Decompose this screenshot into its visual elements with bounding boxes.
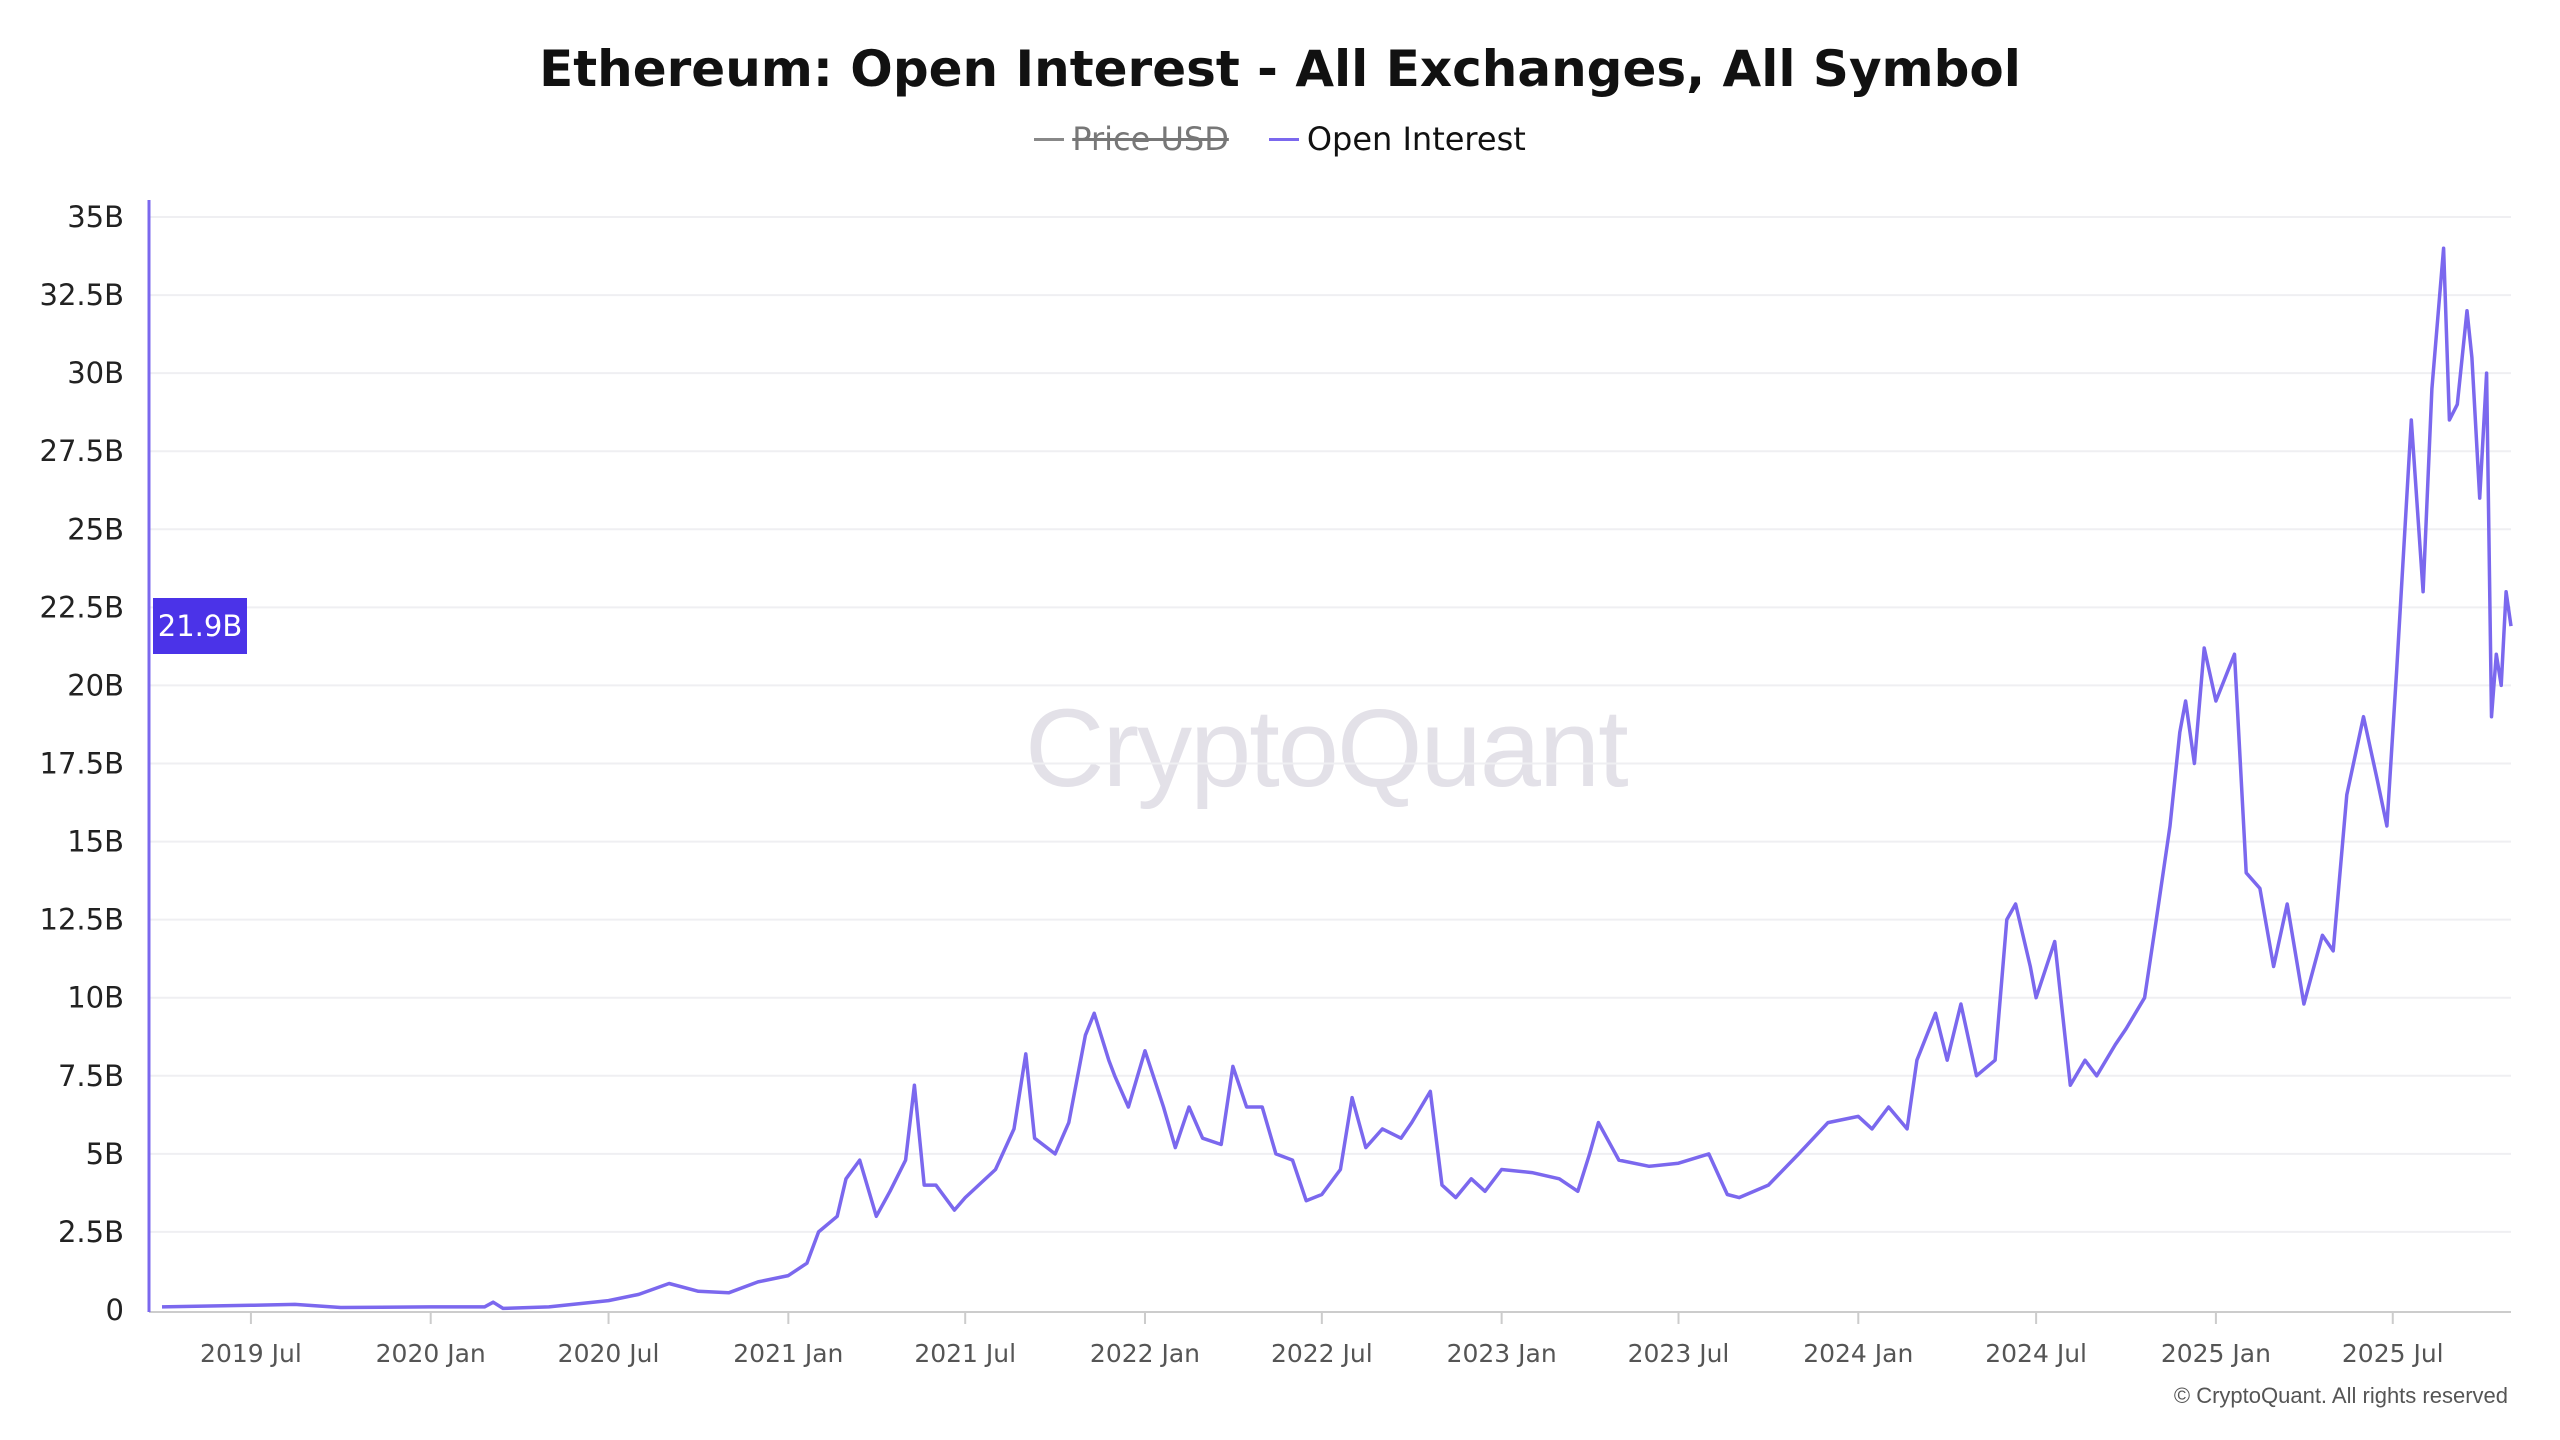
- y-tick-label: 35B: [67, 200, 124, 234]
- x-tick-label: 2021 Jan: [733, 1339, 843, 1368]
- x-tick-label: 2024 Jul: [1985, 1339, 2087, 1368]
- y-tick-label: 10B: [67, 981, 124, 1015]
- y-tick-label: 32.5B: [40, 278, 124, 312]
- y-tick-label: 2.5B: [58, 1215, 124, 1249]
- copyright-text: © CryptoQuant. All rights reserved: [2173, 1383, 2508, 1408]
- current-value-badge: 21.9B: [153, 598, 247, 655]
- legend-swatch-price: [1034, 137, 1065, 141]
- x-tick-label: 2025 Jan: [2161, 1339, 2271, 1368]
- watermark-logo: CryptoQuant: [1025, 687, 1629, 810]
- x-tick-label: 2019 Jul: [200, 1339, 302, 1368]
- y-tick-label: 25B: [67, 512, 124, 546]
- y-tick-label: 15B: [67, 825, 124, 859]
- legend-label-open-interest: Open Interest: [1306, 120, 1526, 158]
- y-tick-label: 30B: [67, 356, 124, 390]
- y-tick-label: 20B: [67, 668, 124, 702]
- series-line-open-interest: [161, 246, 2513, 1311]
- x-tick-label: 2020 Jul: [558, 1339, 660, 1368]
- x-tick-label: 2024 Jan: [1803, 1339, 1913, 1368]
- chart-title: Ethereum: Open Interest - All Exchanges,…: [539, 40, 2021, 98]
- y-tick-label: 7.5B: [58, 1059, 124, 1093]
- x-tick-label: 2021 Jul: [914, 1339, 1016, 1368]
- x-tick-label: 2025 Jul: [2342, 1339, 2444, 1368]
- x-tick-label: 2022 Jan: [1090, 1339, 1200, 1368]
- legend-label-price: Price USD: [1072, 120, 1229, 158]
- legend-swatch-open-interest: [1268, 137, 1299, 141]
- y-tick-label: 12.5B: [40, 903, 124, 937]
- legend: Price USD Open Interest: [0, 120, 2560, 158]
- y-tick-label: 17.5B: [40, 747, 124, 781]
- y-tick-label: 22.5B: [40, 590, 124, 624]
- legend-item-price-usd[interactable]: Price USD: [1034, 120, 1229, 158]
- y-tick-label: 0: [106, 1293, 124, 1327]
- legend-item-open-interest[interactable]: Open Interest: [1268, 120, 1526, 158]
- x-tick-label: 2022 Jul: [1271, 1339, 1373, 1368]
- y-tick-label: 27.5B: [40, 434, 124, 468]
- x-tick-label: 2023 Jan: [1447, 1339, 1557, 1368]
- y-tick-label: 5B: [86, 1137, 124, 1171]
- x-tick-label: 2023 Jul: [1628, 1339, 1730, 1368]
- x-tick-label: 2020 Jan: [376, 1339, 486, 1368]
